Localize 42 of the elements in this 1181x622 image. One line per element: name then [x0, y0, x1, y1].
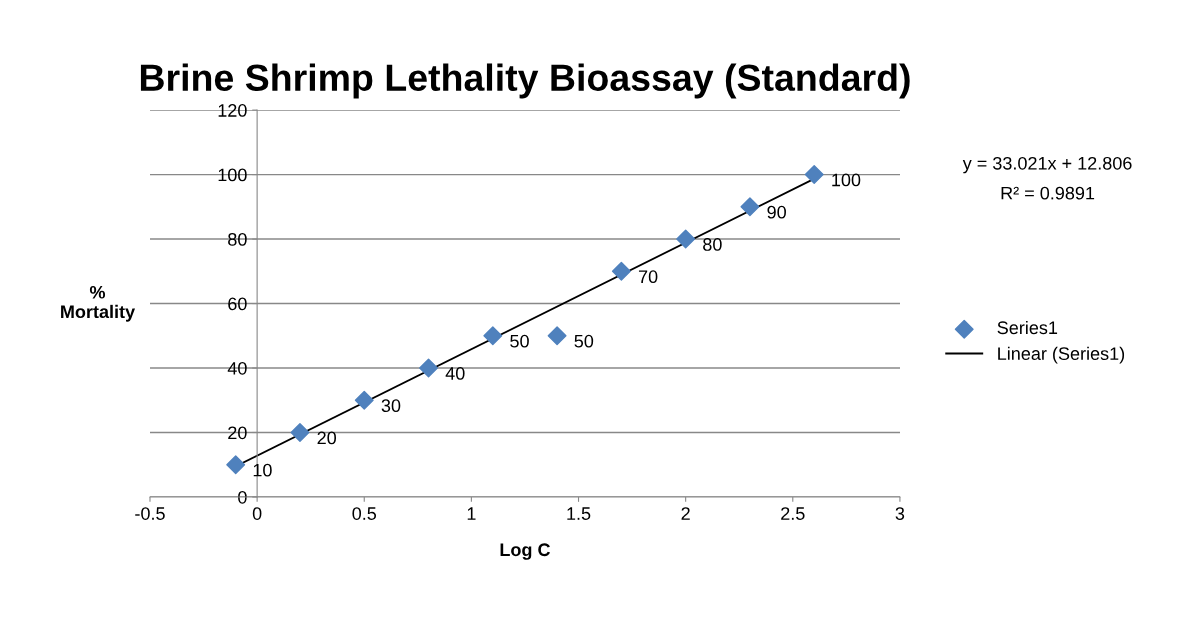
- point: [611, 261, 631, 281]
- x-tick-label: 0.5: [352, 507, 377, 520]
- legend-label: Linear (Series1): [998, 346, 1125, 364]
- y-tick-label: 40: [227, 361, 247, 375]
- y-tick-label: 0: [238, 490, 247, 504]
- text: y = 33.021x + 12.806: [962, 156, 1132, 174]
- point: [354, 390, 374, 410]
- y-tick-label: 120: [218, 104, 247, 117]
- text: R² = 0.9891: [1001, 186, 1095, 200]
- point: [676, 229, 696, 249]
- point: [290, 423, 310, 442]
- x-tick-label: 2: [681, 507, 690, 520]
- point: [419, 358, 439, 378]
- x-tick-label: 1: [467, 507, 476, 520]
- data-label: 10: [253, 463, 272, 477]
- point: [740, 197, 760, 217]
- point: [804, 165, 824, 185]
- data-label: 40: [445, 367, 465, 380]
- y-tick-label: 60: [228, 297, 247, 311]
- data-label: 50: [510, 334, 529, 348]
- x-tick-label: -0.5: [135, 507, 165, 520]
- y-tick-label: 80: [228, 232, 247, 246]
- x-axis-title: Log C: [500, 543, 551, 560]
- y-tick-label: 100: [218, 168, 247, 182]
- x-tick-label: 1.5: [567, 507, 591, 520]
- x-tick-label: 2.5: [781, 507, 805, 520]
- y-axis-title: % Mortality: [61, 285, 136, 322]
- data-label: 50: [574, 334, 594, 348]
- x-tick-label: 3: [895, 507, 905, 520]
- data-label: 90: [767, 205, 786, 219]
- point: [226, 455, 246, 475]
- y-tick-label: 20: [228, 426, 247, 440]
- x-tick-label: 0: [252, 507, 262, 520]
- legend-label: Series1: [997, 320, 1058, 335]
- data-label: 70: [638, 270, 658, 284]
- data-label: 80: [703, 238, 722, 251]
- data-label: 30: [381, 399, 401, 413]
- point: [483, 326, 503, 346]
- data-label: 20: [317, 431, 337, 445]
- chart-title: Brine Shrimp Lethality Bioassay (Standard): [140, 63, 910, 99]
- data-label: 100: [832, 173, 861, 187]
- point: [547, 326, 567, 346]
